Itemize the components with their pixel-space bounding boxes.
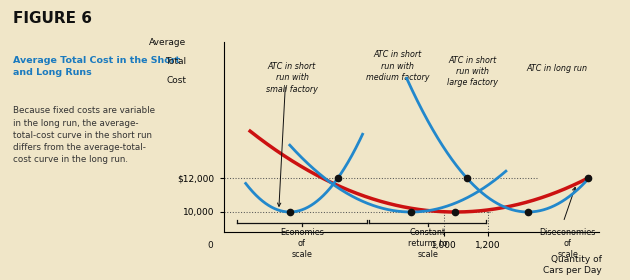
Text: Constant
returns to
scale: Constant returns to scale (408, 228, 447, 259)
Text: FIGURE 6: FIGURE 6 (13, 11, 91, 26)
Text: Because fixed costs are variable
in the long run, the average-
total-cost curve : Because fixed costs are variable in the … (13, 106, 154, 164)
Text: ATC in short
run with
small factory: ATC in short run with small factory (266, 62, 318, 94)
Text: ATC in long run: ATC in long run (526, 64, 587, 73)
Text: Average Total Cost in the Short
and Long Runs: Average Total Cost in the Short and Long… (13, 56, 180, 77)
Text: ATC in short
run with
medium factory: ATC in short run with medium factory (366, 50, 430, 82)
Text: 0: 0 (208, 241, 214, 250)
Text: Average: Average (149, 38, 186, 47)
Text: ATC in short
run with
large factory: ATC in short run with large factory (447, 56, 498, 87)
Text: Economies
of
scale: Economies of scale (280, 228, 324, 259)
Text: Cost: Cost (166, 76, 186, 85)
Text: Total: Total (165, 57, 186, 66)
Text: Quantity of
Cars per Day: Quantity of Cars per Day (544, 255, 602, 275)
Text: Diseconomies
of
scale: Diseconomies of scale (539, 228, 596, 259)
